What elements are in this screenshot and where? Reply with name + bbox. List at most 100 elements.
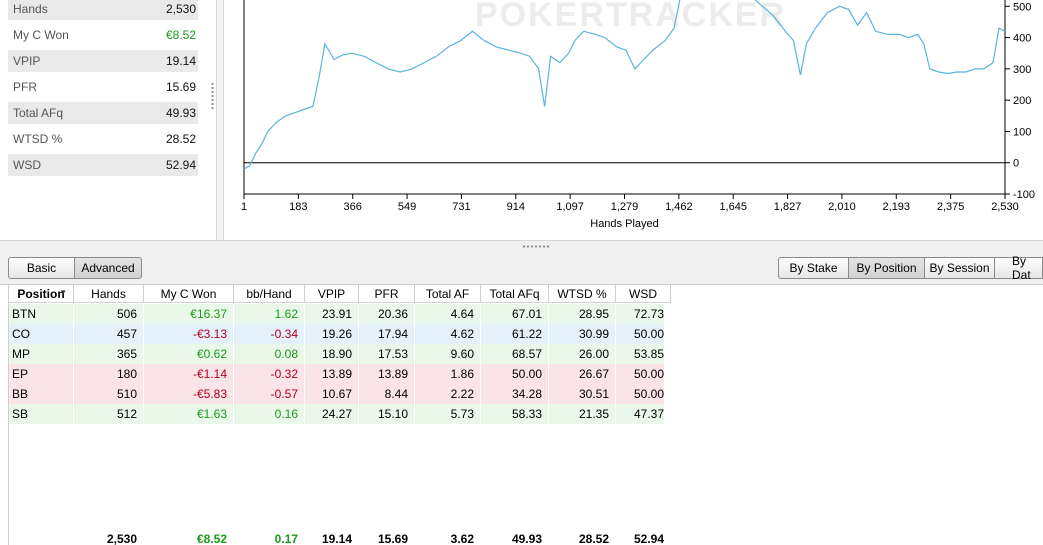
- table-cell: 53.85: [616, 344, 671, 364]
- table-row[interactable]: CO 457 -€3.13 -0.34 19.26 17.94 4.62 61.22 30.99…: [9, 324, 671, 344]
- column-separator: [358, 304, 359, 424]
- x-tick-label: 183: [289, 201, 307, 213]
- table-cell: 17.94: [359, 324, 415, 344]
- table-cell: 18.90: [305, 344, 359, 364]
- table-cell: 2.22: [415, 384, 481, 404]
- column-separator: [670, 304, 671, 424]
- x-tick-label: 549: [398, 201, 416, 213]
- table-cell: -0.34: [234, 324, 305, 344]
- table-cell: CO: [9, 324, 74, 344]
- table-cell: €1.63: [144, 404, 234, 424]
- stat-row: Hands 2,530: [8, 0, 198, 20]
- table-cell: 21.35: [549, 404, 616, 424]
- table-row[interactable]: BB 510 -€5.83 -0.57 10.67 8.44 2.22 34.28 30.51 5…: [9, 384, 671, 404]
- totals-cell: 3.62: [415, 529, 481, 545]
- y-tick-label: 200: [1013, 95, 1031, 107]
- table-cell: -€5.83: [144, 384, 234, 404]
- x-axis-label: Hands Played: [590, 218, 659, 230]
- x-tick-label: 2,530: [991, 201, 1019, 213]
- stat-value: 19.14: [165, 54, 196, 68]
- stat-row: My C Won €8.52: [8, 24, 198, 46]
- totals-cell: [9, 529, 74, 545]
- stat-label: VPIP: [13, 54, 41, 68]
- advanced-button[interactable]: Advanced: [74, 257, 142, 279]
- stat-label: Total AFq: [13, 106, 64, 120]
- table-cell: 24.27: [305, 404, 359, 424]
- table-cell: 34.28: [481, 384, 549, 404]
- table-row[interactable]: EP 180 -€1.14 -0.32 13.89 13.89 1.86 50.00 26.67…: [9, 364, 671, 384]
- y-tick-label: 400: [1013, 33, 1031, 45]
- by-position-button[interactable]: By Position: [848, 257, 925, 279]
- table-cell: 10.67: [305, 384, 359, 404]
- horizontal-splitter[interactable]: [0, 240, 1043, 254]
- table-cell: 50.00: [481, 364, 549, 384]
- table-cell: 50.00: [616, 324, 671, 344]
- column-header[interactable]: Total AFq: [481, 285, 549, 303]
- by-session-button[interactable]: By Session: [924, 257, 995, 279]
- sort-desc-icon: ▾: [61, 287, 66, 297]
- column-header[interactable]: Position: [9, 285, 74, 303]
- table-cell: 28.95: [549, 304, 616, 324]
- column-separator: [233, 304, 234, 424]
- table-cell: 50.00: [616, 384, 671, 404]
- by-stake-button[interactable]: By Stake: [778, 257, 849, 279]
- table-cell: 20.36: [359, 304, 415, 324]
- vertical-splitter[interactable]: [216, 0, 224, 240]
- table-cell: 180: [74, 364, 144, 384]
- column-header[interactable]: VPIP: [305, 285, 359, 303]
- x-tick-label: 366: [344, 201, 362, 213]
- table-cell: 506: [74, 304, 144, 324]
- table-cell: 510: [74, 384, 144, 404]
- stat-value: 2,530: [165, 2, 196, 16]
- table-cell: 26.67: [549, 364, 616, 384]
- table-cell: -0.57: [234, 384, 305, 404]
- column-separator: [548, 304, 549, 424]
- table-cell: 23.91: [305, 304, 359, 324]
- table-cell: MP: [9, 344, 74, 364]
- column-separator: [414, 304, 415, 424]
- column-header[interactable]: My C Won: [144, 285, 234, 303]
- table-cell: 0.08: [234, 344, 305, 364]
- table-cell: €16.37: [144, 304, 234, 324]
- x-tick-label: 2,010: [828, 201, 856, 213]
- table-row[interactable]: MP 365 €0.62 0.08 18.90 17.53 9.60 68.57 26.00 53…: [9, 344, 671, 364]
- stat-label: PFR: [13, 80, 37, 94]
- report-toolbar: Basic Advanced By Stake By Position By S…: [0, 254, 1043, 284]
- x-tick-label: 1,279: [611, 201, 639, 213]
- table-cell: 13.89: [305, 364, 359, 384]
- by-date-button[interactable]: By Dat: [994, 254, 1043, 282]
- table-row[interactable]: SB 512 €1.63 0.16 24.27 15.10 5.73 58.33 21.35 47…: [9, 404, 671, 424]
- table-row[interactable]: BTN 506 €16.37 1.62 23.91 20.36 4.64 67.01 28.95…: [9, 304, 671, 324]
- x-tick-label: 1: [241, 201, 247, 213]
- totals-row: 2,530 €8.52 0.17 19.14 15.69 3.62 49.93 28.52 52…: [9, 529, 671, 545]
- column-header[interactable]: WTSD %: [549, 285, 616, 303]
- vertical-splitter-grip[interactable]: [211, 82, 214, 110]
- column-header[interactable]: Hands: [74, 285, 144, 303]
- table-cell: 30.51: [549, 384, 616, 404]
- column-separator: [73, 304, 74, 424]
- totals-cell: 19.14: [305, 529, 359, 545]
- table-cell: 13.89: [359, 364, 415, 384]
- y-tick-label: 500: [1013, 1, 1031, 13]
- totals-cell: 28.52: [549, 529, 616, 545]
- column-header[interactable]: PFR: [359, 285, 415, 303]
- column-header[interactable]: WSD: [616, 285, 671, 303]
- table-body: Position Hands My C Won bb/Hand VPIP PFR Total…: [8, 285, 1043, 545]
- column-header[interactable]: Total AF: [415, 285, 481, 303]
- column-header[interactable]: bb/Hand: [234, 285, 305, 303]
- stat-row: VPIP 19.14: [8, 50, 198, 72]
- basic-button[interactable]: Basic: [8, 257, 75, 279]
- stat-value: 49.93: [165, 106, 196, 120]
- x-tick-label: 1,827: [774, 201, 802, 213]
- x-tick-label: 1,097: [556, 201, 584, 213]
- table-cell: BTN: [9, 304, 74, 324]
- table-cell: 512: [74, 404, 144, 424]
- totals-cell: 15.69: [359, 529, 415, 545]
- column-separator: [480, 304, 481, 424]
- horizontal-splitter-grip[interactable]: [522, 245, 550, 248]
- x-tick-label: 1,462: [665, 201, 693, 213]
- totals-cell: 52.94: [616, 529, 671, 545]
- totals-cell: 2,530: [74, 529, 144, 545]
- table-cell: 9.60: [415, 344, 481, 364]
